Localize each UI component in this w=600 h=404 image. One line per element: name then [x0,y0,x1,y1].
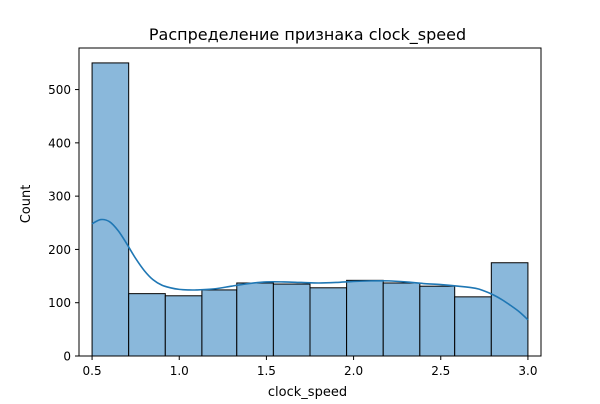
histogram-bar [91,62,130,357]
histogram-bar [490,262,529,357]
kde-line [91,218,529,321]
histogram-bar [164,295,203,357]
y-tick-label: 0 [63,350,71,364]
y-tick-label: 200 [48,243,71,257]
y-tick-label: 500 [48,83,71,97]
histogram-bar [201,289,238,357]
histogram-bar [309,287,348,357]
x-tick-label: 3.0 [518,364,537,378]
x-tick-label: 0.5 [83,364,102,378]
plot-frame [78,47,542,357]
kde-layer [91,218,529,321]
y-tick-label: 300 [48,190,71,204]
x-tick-label: 1.0 [170,364,189,378]
histogram-bar [272,283,311,357]
y-tick-label: 400 [48,136,71,150]
histogram-bar [236,282,274,357]
y-axis-label: Count [19,185,34,224]
x-axis-ticks: 0.5 1.0 1.5 2.0 2.5 3.0 [83,356,537,378]
histogram-bar [346,279,384,357]
x-tick-label: 2.5 [431,364,450,378]
histogram-bar [419,285,456,357]
x-axis-label: clock_speed [268,385,347,400]
histogram-bar [128,293,166,357]
y-tick-label: 100 [48,296,71,310]
y-axis-ticks: 0 100 200 300 400 500 [48,83,79,364]
bars-layer [91,62,529,357]
axes-layer [78,47,542,357]
histogram-bar [454,296,492,357]
x-tick-label: 1.5 [257,364,276,378]
histogram-bar [382,282,421,357]
x-tick-label: 2.0 [344,364,363,378]
chart-title: Распределение признака clock_speed [149,25,466,45]
